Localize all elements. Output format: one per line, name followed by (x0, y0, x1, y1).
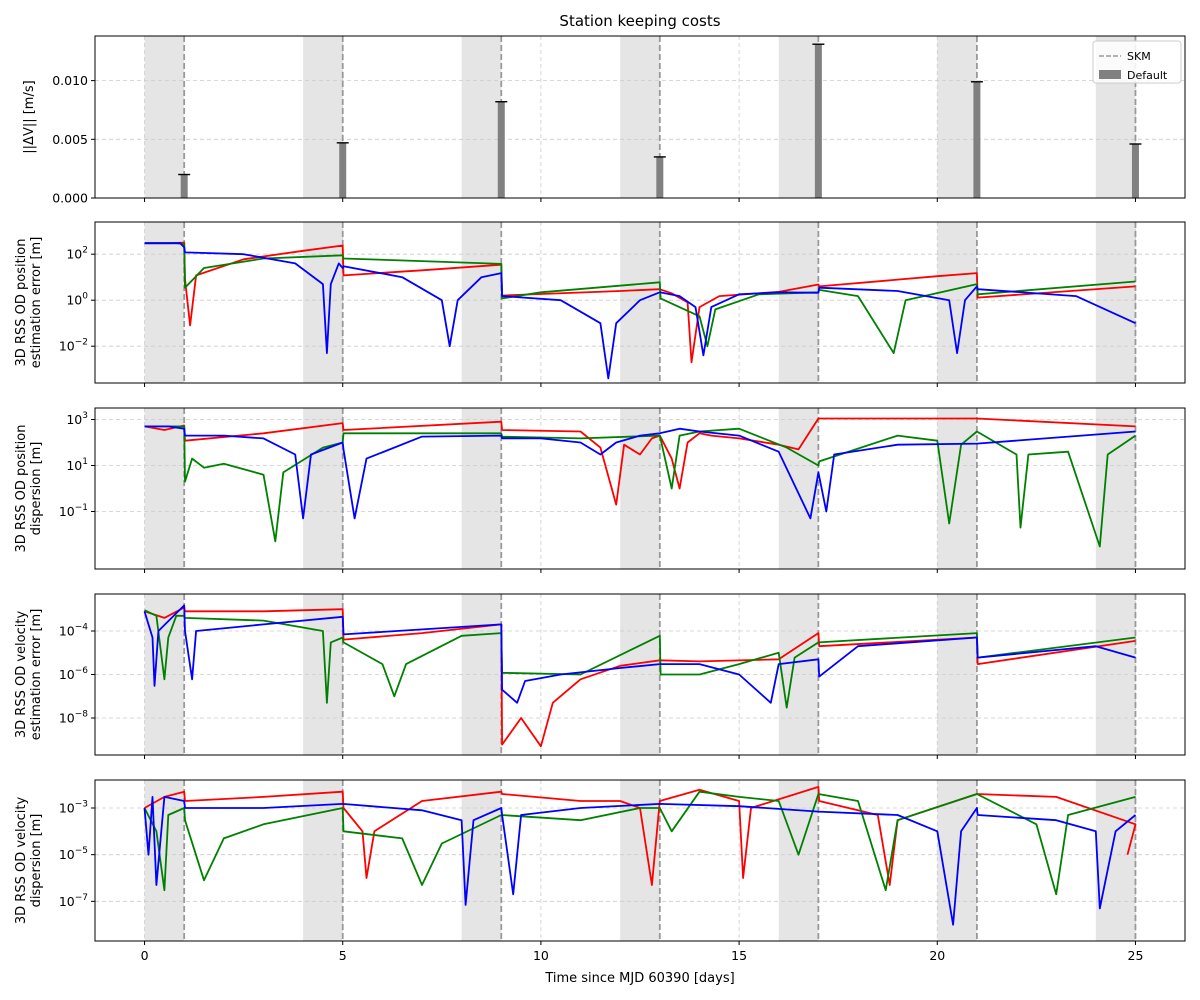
y-tick-label: 10−4 (59, 622, 88, 638)
shaded-interval (937, 222, 977, 383)
bar (814, 44, 822, 198)
shaded-interval (1095, 594, 1136, 755)
y-axis-label-line: dispersion [m] (29, 814, 44, 908)
y-tick-label: 0.000 (52, 191, 88, 206)
plot-frame (94, 221, 1186, 384)
y-axis-label-line: 3D RSS OD position (14, 239, 29, 367)
shaded-interval (144, 36, 185, 198)
bar (1131, 144, 1139, 198)
bar (180, 174, 188, 198)
shaded-interval (303, 780, 343, 941)
y-axis-label-line: dispersion [m] (29, 442, 44, 536)
x-tick-label: 5 (339, 948, 347, 963)
shaded-interval (937, 36, 977, 198)
subplot-1: 0.000 0.005 0.010 ||ΔV|| [m/s] SKM Default (22, 35, 1186, 206)
series-line (143, 604, 1136, 704)
series-line (144, 425, 1137, 548)
series-group (144, 241, 1136, 380)
x-tick-label: 0 (141, 948, 149, 963)
shaded-interval (620, 36, 660, 198)
shaded-interval (937, 408, 977, 569)
series-line (143, 796, 1137, 926)
x-axis-label: Time since MJD 60390 [days] (544, 971, 734, 986)
shaded-interval (620, 780, 660, 941)
y-tick-label: 10−2 (59, 338, 88, 354)
x-tick-label: 10 (533, 948, 549, 963)
legend-label: Default (1127, 69, 1168, 82)
shaded-interval (778, 780, 819, 941)
y-tick-label: 10−5 (59, 846, 88, 862)
bar (973, 81, 981, 198)
figure-title: Station keeping costs (559, 12, 720, 30)
y-tick-label: 10−8 (59, 710, 88, 726)
y-axis-label-line: 3D RSS OD position (14, 425, 29, 553)
plot-frame (94, 779, 1186, 942)
series-group (144, 417, 1137, 548)
x-tick-label: 20 (929, 948, 945, 963)
bar (339, 142, 347, 198)
y-tick-label: 10−7 (59, 893, 88, 909)
y-tick-label: 103 (66, 411, 88, 427)
y-axis-label-line: ||ΔV|| [m/s] (22, 80, 37, 153)
shaded-interval (620, 594, 660, 755)
shaded-interval (144, 222, 185, 383)
subplot-4: 10−4 10−6 10−8 3D RSS OD velocityestimation… (14, 593, 1186, 759)
y-tick-label: 101 (66, 457, 88, 473)
x-tick-label: 15 (731, 948, 747, 963)
series-group (143, 604, 1136, 748)
series-line (144, 242, 1136, 380)
y-axis-label: ||ΔV|| [m/s] (22, 80, 37, 153)
legend: SKM Default (1092, 40, 1182, 84)
series-line (144, 242, 1136, 354)
y-tick-label: 10−6 (59, 666, 88, 682)
subplot-5: 0 5 10 15 20 25 10−3 10−5 10−7 3D RSS OD velocity… (14, 779, 1186, 963)
legend-swatch-bar (1099, 70, 1121, 79)
shaded-interval (778, 222, 819, 383)
shaded-interval (778, 36, 819, 198)
shaded-interval (461, 780, 502, 941)
shaded-interval (461, 222, 502, 383)
bar (656, 156, 664, 198)
bar (497, 101, 505, 198)
x-tick-label: 25 (1128, 948, 1144, 963)
shaded-interval (461, 408, 502, 569)
plot-frame (94, 407, 1186, 570)
y-tick-label: 100 (66, 292, 88, 308)
y-tick-label: 10−1 (59, 503, 88, 519)
shaded-interval (937, 780, 977, 941)
subplot-2: 102 100 10−2 3D RSS OD positionestimation e… (14, 221, 1186, 387)
y-axis-label: 3D RSS OD velocitydispersion [m] (14, 797, 44, 925)
shaded-interval (144, 408, 185, 569)
shaded-interval (461, 36, 502, 198)
y-axis-label: 3D RSS OD positionestimation error [m] (14, 237, 44, 369)
y-axis-label-line: estimation error [m] (29, 609, 44, 741)
series-line (144, 606, 1136, 748)
shaded-interval (1095, 780, 1136, 941)
shaded-interval (620, 222, 660, 383)
plot-frame (94, 35, 1186, 199)
series-line (144, 417, 1136, 506)
shaded-interval (1095, 222, 1136, 383)
y-axis-label-line: 3D RSS OD velocity (14, 797, 29, 925)
legend-label: SKM (1127, 50, 1151, 63)
shaded-interval (303, 408, 343, 569)
y-axis-label-line: estimation error [m] (29, 237, 44, 369)
y-tick-label: 0.010 (52, 73, 88, 88)
shaded-interval (620, 408, 660, 569)
series-line (143, 790, 1136, 896)
y-tick-label: 0.005 (52, 132, 88, 147)
series-group (143, 786, 1137, 926)
series-line (144, 425, 1136, 520)
y-axis-label-line: 3D RSS OD velocity (14, 611, 29, 739)
series-line (144, 241, 1136, 364)
y-axis-label: 3D RSS OD velocityestimation error [m] (14, 609, 44, 741)
y-tick-label: 10−3 (59, 800, 88, 816)
y-axis-label: 3D RSS OD positiondispersion [m] (14, 425, 44, 553)
y-tick-label: 102 (66, 246, 88, 262)
shaded-interval (303, 36, 343, 198)
shaded-interval (778, 408, 819, 569)
subplot-3: 103 101 10−1 3D RSS OD positiondispersion [… (14, 407, 1186, 573)
